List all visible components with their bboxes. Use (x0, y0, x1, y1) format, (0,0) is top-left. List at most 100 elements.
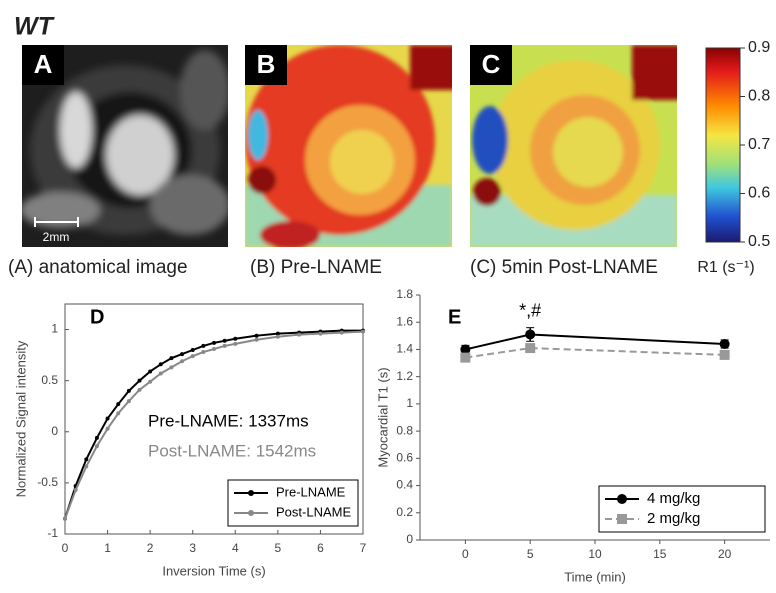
marker (525, 343, 536, 354)
x-tick-label: 1 (104, 541, 111, 555)
panel-label: E (448, 306, 461, 328)
marker (180, 352, 185, 357)
marker (275, 331, 280, 336)
marker (180, 359, 185, 364)
y-tick-label: 0.2 (396, 505, 413, 519)
y-axis-label: Myocardial T1 (s) (375, 367, 390, 467)
marker (233, 336, 238, 341)
panel-letter-box (470, 45, 512, 85)
panel-caption: (C) 5min Post-LNAME (470, 257, 658, 278)
panel-label: D (90, 306, 104, 328)
marker (297, 332, 302, 337)
x-tick-label: 15 (653, 547, 667, 561)
marker (318, 331, 323, 336)
y-tick-label: 1 (51, 322, 58, 336)
marker (137, 378, 142, 383)
series-line (465, 333, 725, 351)
anatomical-image (22, 45, 228, 247)
y-tick-label: 0.6 (396, 451, 413, 465)
marker (169, 365, 174, 370)
marker (190, 354, 195, 359)
x-axis-label: Inversion Time (s) (162, 563, 265, 578)
x-tick-label: 6 (317, 541, 324, 555)
marker (361, 329, 365, 334)
y-tick-label: -0.5 (37, 475, 58, 489)
legend-box (598, 485, 766, 533)
y-tick-label: 1.4 (396, 342, 413, 356)
colorbar-tick-label: 0.5 (748, 233, 770, 250)
x-tick-label: 10 (588, 547, 602, 561)
y-tick-label: 0 (51, 424, 58, 438)
x-tick-label: 0 (62, 541, 69, 555)
colorbar-tick-label: 0.9 (748, 39, 770, 56)
y-axis-label: Normalized Signal intensity (13, 340, 28, 497)
marker (126, 388, 131, 393)
x-tick-label: 4 (232, 541, 239, 555)
x-tick-label: 5 (527, 547, 534, 561)
y-tick-label: 1.2 (396, 369, 413, 383)
panel-letter: A (34, 49, 53, 79)
y-tick-label: 0.4 (396, 478, 413, 492)
y-tick-label: 1 (406, 396, 413, 410)
y-tick-label: 0.5 (41, 373, 58, 387)
marker (73, 488, 78, 493)
annotation: *,# (519, 300, 541, 320)
marker (63, 516, 67, 521)
panel-letter: B (257, 49, 276, 79)
marker (94, 435, 99, 440)
marker (719, 339, 730, 349)
marker (254, 337, 259, 342)
y-tick-label: -1 (47, 526, 58, 540)
colorbar (705, 47, 741, 243)
marker (339, 330, 344, 335)
figure-label: WT (14, 13, 56, 41)
r1-map-pre (245, 45, 452, 247)
x-tick-label: 5 (275, 541, 282, 555)
panel-letter: C (482, 49, 501, 79)
marker (525, 329, 536, 340)
panel-caption: (B) Pre-LNAME (250, 257, 382, 278)
marker (222, 343, 227, 348)
marker (84, 457, 89, 462)
panel-letter-box (245, 45, 287, 85)
x-axis-label: Time (min) (564, 569, 626, 584)
legend-label: Post-LNAME (276, 504, 351, 519)
marker (233, 341, 238, 346)
scale-bar-label: 2mm (43, 230, 70, 244)
x-tick-label: 7 (360, 541, 367, 555)
marker (148, 379, 153, 384)
y-tick-label: 0.8 (396, 423, 413, 437)
annotation: Pre-LNAME: 1337ms (148, 411, 309, 430)
marker (137, 387, 142, 392)
legend-marker (248, 510, 254, 516)
legend-box (227, 479, 359, 527)
x-tick-label: 20 (718, 547, 732, 561)
legend-label: 2 mg/kg (647, 510, 700, 527)
x-tick-label: 0 (462, 547, 469, 561)
plot-frame (64, 303, 364, 535)
marker (212, 346, 216, 351)
marker (201, 343, 206, 348)
marker (212, 340, 216, 345)
marker (169, 356, 174, 361)
marker (460, 352, 471, 363)
y-tick-label: 0 (406, 532, 413, 546)
legend-marker (248, 490, 254, 496)
series-line (465, 347, 725, 359)
marker (126, 399, 131, 404)
panel-caption: (A) anatomical image (8, 257, 188, 278)
marker (94, 444, 99, 449)
x-tick-label: 2 (147, 541, 154, 555)
marker (719, 349, 730, 360)
legend-marker (617, 514, 627, 524)
legend-label: 4 mg/kg (647, 490, 700, 507)
marker (116, 402, 121, 407)
marker (105, 416, 110, 421)
marker (84, 464, 89, 469)
marker (158, 362, 163, 367)
marker (254, 333, 259, 338)
marker (105, 426, 110, 431)
marker (158, 371, 163, 376)
legend-label: Pre-LNAME (276, 484, 346, 499)
marker (190, 348, 195, 352)
